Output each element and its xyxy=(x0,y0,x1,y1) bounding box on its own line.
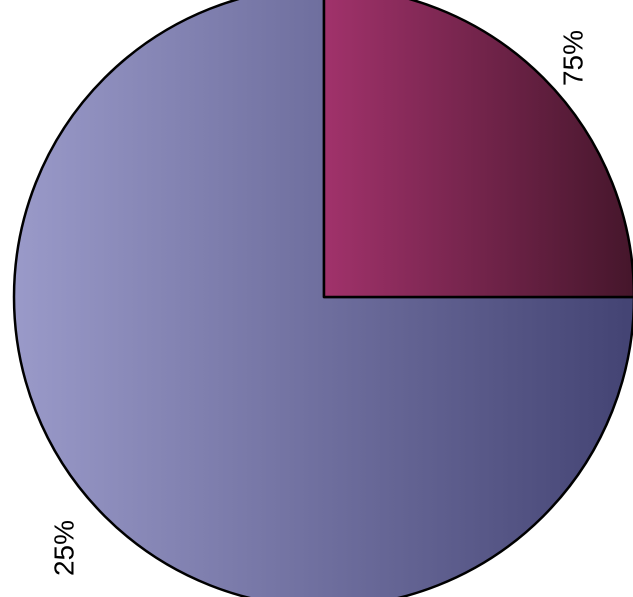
pie-data-labels: 75% 25% xyxy=(48,30,588,576)
pie-slice-25-percent xyxy=(322,0,633,299)
data-label-25: 25% xyxy=(48,520,79,576)
pie-slices xyxy=(12,0,633,597)
data-label-75: 75% xyxy=(557,30,588,86)
pie-slice-75-percent xyxy=(12,0,633,597)
